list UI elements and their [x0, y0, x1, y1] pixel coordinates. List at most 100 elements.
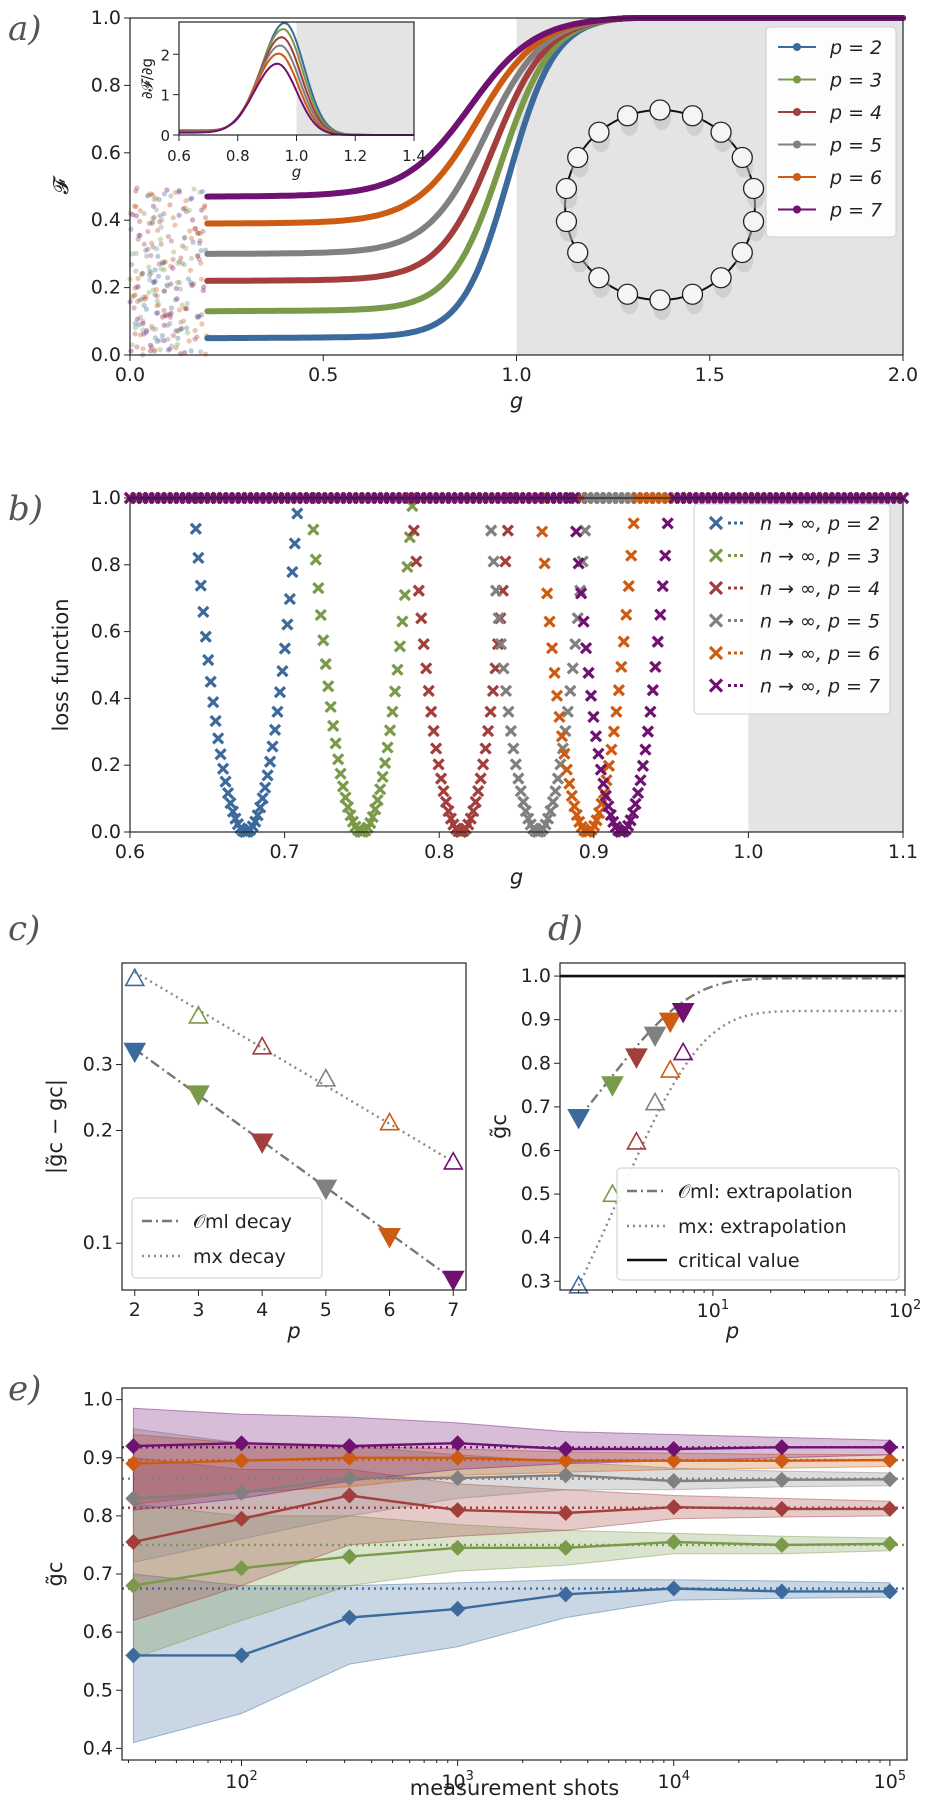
legend-label: 𝒪ml: extrapolation — [678, 1181, 853, 1203]
noise-point — [129, 342, 135, 348]
marker-stroke — [467, 804, 480, 818]
mx-point — [315, 1068, 337, 1087]
noise-point — [183, 245, 189, 251]
noise-point — [154, 298, 160, 304]
x-tick-label: 3 — [192, 1299, 204, 1321]
noise-point — [176, 327, 182, 333]
noise-point — [140, 270, 146, 276]
marker-stroke — [314, 608, 327, 622]
noise-point — [194, 313, 200, 319]
estimate-point — [881, 1500, 898, 1517]
y-tick-label: 0 — [160, 127, 170, 145]
loss-point — [543, 615, 556, 628]
y-tick-label: 0.3 — [521, 1270, 551, 1292]
marker-stroke — [551, 772, 565, 785]
x-tick-label: 2.0 — [888, 364, 918, 386]
loss-point — [605, 743, 618, 756]
estimate-point — [449, 1470, 466, 1487]
loss-point — [420, 662, 433, 675]
y-tick-label: 0.7 — [83, 1563, 113, 1585]
marker-stroke — [560, 763, 574, 776]
x-tick-label: 1.2 — [343, 147, 367, 165]
marker-stroke — [344, 809, 357, 822]
noise-point — [162, 259, 168, 265]
loss-point — [481, 724, 495, 738]
legend-marker — [793, 75, 801, 84]
mx-point — [442, 1151, 464, 1170]
loss-point — [291, 507, 304, 520]
panel-d-label: d) — [548, 909, 583, 949]
ml-point — [187, 1085, 210, 1106]
ml-extrapolation-line — [577, 977, 902, 1119]
mx-point — [379, 1111, 400, 1131]
marker-stroke — [548, 666, 561, 679]
loss-point — [570, 525, 583, 538]
loss-point — [592, 747, 605, 760]
estimate-point — [125, 1455, 142, 1472]
mx-point — [672, 1041, 694, 1061]
estimate-point — [557, 1467, 574, 1484]
noise-point — [161, 288, 168, 294]
noise-point — [191, 226, 198, 232]
noise-point — [145, 228, 151, 235]
ml-point — [441, 1270, 465, 1292]
noise-point — [156, 302, 162, 308]
noise-point — [147, 348, 154, 354]
loss-point — [589, 730, 603, 743]
estimate-point — [233, 1510, 250, 1527]
marker-stroke — [412, 584, 425, 597]
noise-point — [158, 224, 164, 230]
noise-point — [141, 294, 147, 300]
marker-stroke — [626, 806, 640, 820]
noise-point — [183, 305, 190, 312]
ml-point — [671, 1003, 695, 1024]
noise-point — [201, 284, 207, 290]
marker-stroke — [266, 740, 279, 753]
estimate-point — [665, 1473, 682, 1489]
marker-stroke — [199, 630, 212, 643]
noise-point — [133, 188, 139, 194]
marker-stroke — [376, 770, 389, 784]
marker-stroke — [469, 795, 482, 809]
noise-point — [180, 206, 187, 212]
noise-point — [173, 328, 179, 334]
loss-point — [499, 684, 513, 698]
marker-stroke — [579, 524, 592, 537]
loss-point — [651, 635, 664, 648]
noise-point — [156, 261, 162, 267]
marker-stroke — [371, 793, 384, 807]
marker-stroke — [341, 801, 355, 814]
loss-point — [544, 804, 557, 818]
noise-point — [175, 335, 181, 341]
loss-point — [268, 723, 282, 737]
noise-point — [157, 219, 163, 225]
marker-stroke — [502, 705, 515, 718]
y-tick-label: 0.7 — [521, 1096, 551, 1118]
noise-point — [176, 258, 183, 265]
noise-point — [183, 306, 189, 312]
loss-point — [489, 584, 503, 597]
marker-stroke — [339, 791, 352, 804]
loss-point — [565, 789, 578, 802]
noise-point — [172, 222, 178, 228]
noise-point — [136, 322, 142, 328]
noise-point — [148, 240, 155, 246]
marker-stroke — [189, 522, 202, 535]
loss-point — [656, 579, 669, 593]
loss-point — [646, 684, 659, 697]
noise-point — [149, 344, 155, 350]
loss-point — [484, 705, 497, 718]
legend-label: p = 3 — [829, 70, 882, 92]
panel-c-axes — [121, 962, 467, 1291]
marker-stroke — [309, 553, 322, 566]
noise-point — [157, 337, 163, 343]
marker-stroke — [202, 653, 215, 667]
loss-point — [641, 725, 655, 738]
loss-point — [329, 737, 342, 750]
marker-stroke — [216, 762, 230, 775]
marker-stroke — [381, 741, 394, 754]
ml-point — [378, 1228, 401, 1249]
noise-point — [134, 316, 141, 322]
x-tick-label: 102 — [889, 1298, 921, 1322]
marker-stroke — [415, 612, 428, 625]
